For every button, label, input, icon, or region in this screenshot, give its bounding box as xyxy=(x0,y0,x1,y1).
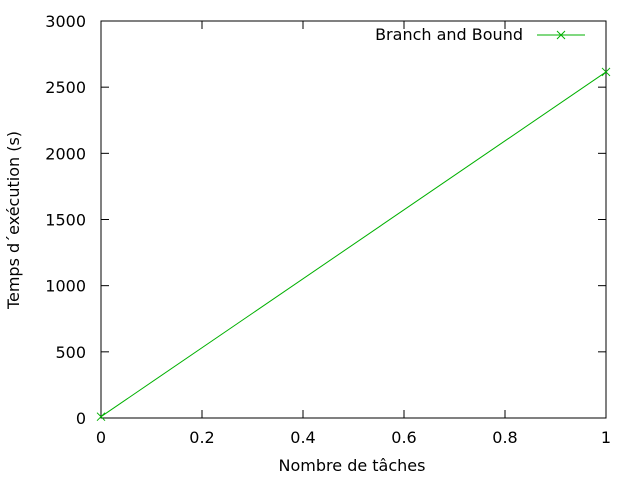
x-tick-label: 1 xyxy=(601,428,611,447)
x-tick-label: 0.2 xyxy=(189,428,214,447)
y-tick-label: 2000 xyxy=(45,144,86,163)
y-tick-label: 1500 xyxy=(45,211,86,230)
x-tick-label: 0 xyxy=(96,428,106,447)
series-point-stroke xyxy=(96,412,106,422)
y-tick-label: 500 xyxy=(55,343,86,362)
y-axis-label: Temps d´exécution (s) xyxy=(4,131,23,310)
plot-frame xyxy=(100,20,607,419)
y-tick-label: 1000 xyxy=(45,277,86,296)
series-group xyxy=(96,67,611,422)
legend-label: Branch and Bound xyxy=(375,25,523,44)
x-axis-label: Nombre de tâches xyxy=(279,456,426,475)
y-tick-label: 2500 xyxy=(45,78,86,97)
legend-marker-stroke xyxy=(556,30,566,40)
series-point xyxy=(601,67,611,77)
legend-marker-x-icon xyxy=(556,30,566,40)
x-tick-label: 0.8 xyxy=(492,428,517,447)
y-tick-label: 3000 xyxy=(45,12,86,31)
x-tick-label: 0.4 xyxy=(290,428,315,447)
x-tick-label: 0.6 xyxy=(391,428,416,447)
series-line xyxy=(100,71,607,418)
series-point-stroke xyxy=(601,67,611,77)
y-tick-label: 0 xyxy=(76,409,86,428)
tick-group: 0 0.2 0.4 0.6 0.8 1 0 500 1000 1500 2000 2500 3000 xyxy=(45,12,611,447)
series-point xyxy=(96,412,106,422)
legend: Branch and Bound xyxy=(375,25,585,44)
